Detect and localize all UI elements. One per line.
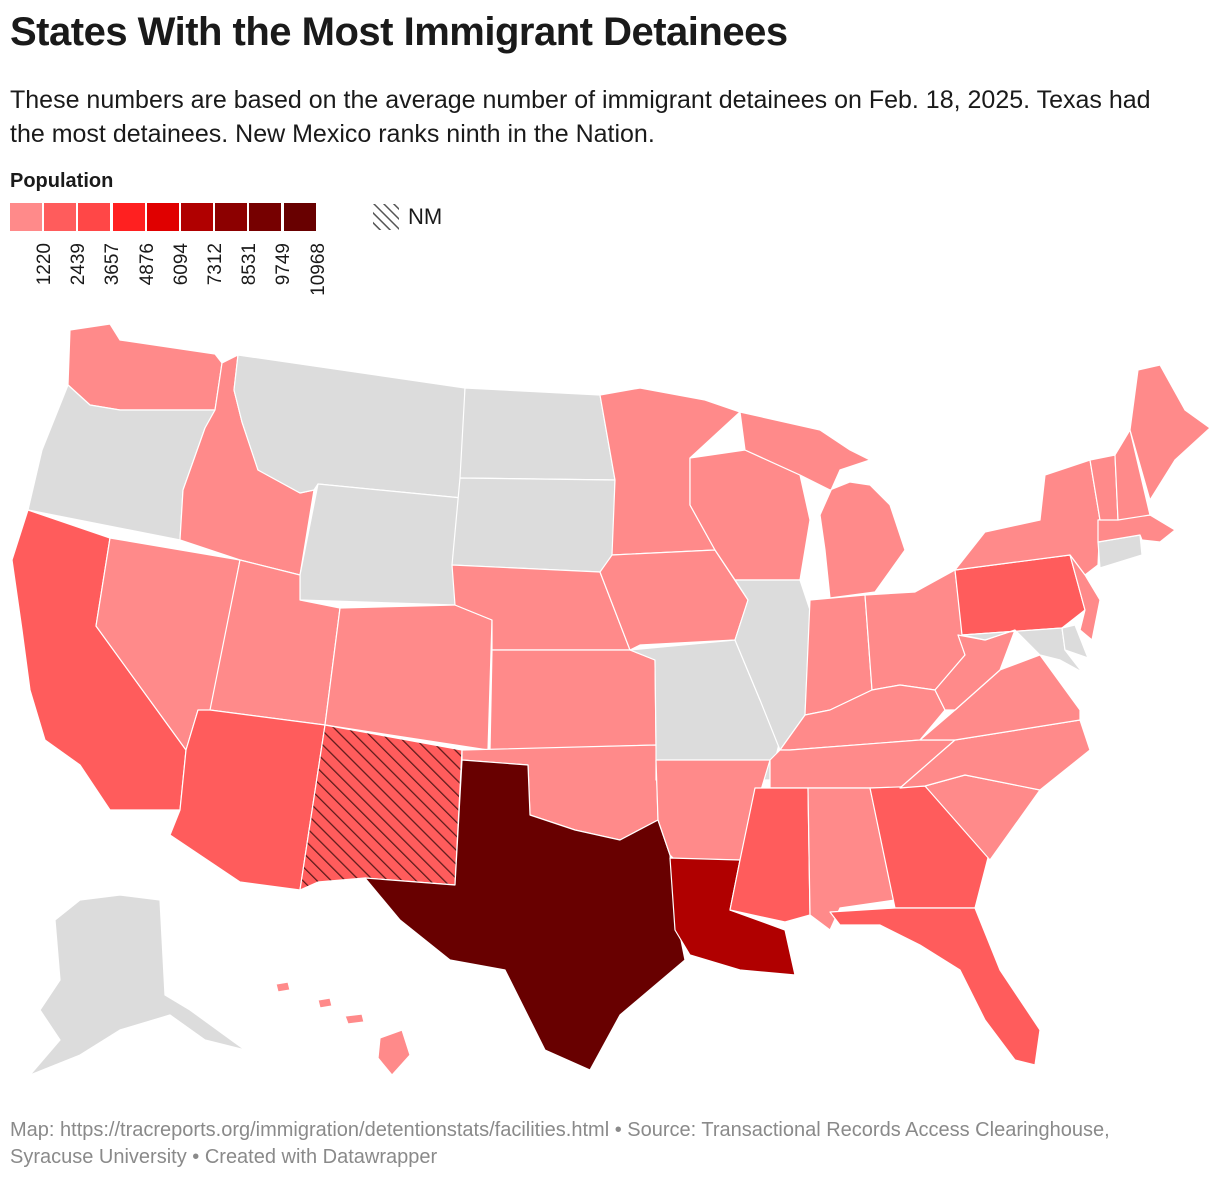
legend-title: Population (10, 170, 114, 192)
legend-swatch (215, 203, 248, 231)
state-nd[interactable] (459, 387, 616, 481)
map-footer: Map: https://tracreports.org/immigration… (10, 1119, 1110, 1168)
state-wy[interactable] (299, 483, 463, 606)
state-ma[interactable] (1097, 514, 1176, 543)
legend-tick-label: 1220 (34, 243, 55, 286)
state-nm[interactable] (299, 724, 463, 891)
state-wa[interactable] (67, 323, 223, 411)
legend-tick-label: 10968 (307, 243, 329, 296)
state-co[interactable] (324, 604, 493, 751)
legend-tick-label: 8531 (239, 243, 261, 286)
legend-tick-label: 3657 (102, 243, 124, 286)
map-subtitle: These numbers are based on the average n… (10, 86, 1151, 148)
legend-tick-label: 6094 (170, 243, 192, 286)
legend-tick-label: 9749 (273, 243, 295, 286)
legend-tick-label: 4876 (136, 243, 158, 286)
legend-swatch (78, 203, 111, 231)
legend-swatch (112, 203, 145, 231)
state-ks[interactable] (489, 649, 657, 751)
state-ak[interactable] (29, 894, 246, 1076)
state-me[interactable] (1129, 364, 1211, 501)
state-az[interactable] (169, 709, 326, 891)
legend-swatch (146, 203, 179, 231)
state-ny[interactable] (954, 459, 1101, 576)
hatch-swatch-icon (373, 204, 399, 230)
legend-swatch (181, 203, 213, 231)
legend-swatch (249, 203, 282, 231)
state-de[interactable] (1061, 624, 1089, 659)
legend-tick-label: 2439 (68, 243, 90, 286)
highlight-legend-item: NM (372, 203, 442, 231)
legend-tick-label: 7312 (205, 243, 226, 286)
legend-swatch (10, 203, 42, 231)
map-title: States With the Most Immigrant Detainees (10, 10, 788, 54)
highlight-legend-label: NM (408, 204, 443, 229)
state-fl[interactable] (829, 907, 1041, 1066)
state-sd[interactable] (451, 477, 616, 579)
us-states-map (11, 323, 1211, 1076)
legend-swatch (283, 203, 316, 231)
state-hi[interactable] (275, 981, 411, 1076)
state-mi[interactable] (739, 411, 906, 599)
state-nj[interactable] (1069, 554, 1101, 641)
state-tx[interactable] (364, 759, 686, 1071)
legend-swatch (44, 203, 77, 231)
state-nh[interactable] (1114, 429, 1151, 521)
